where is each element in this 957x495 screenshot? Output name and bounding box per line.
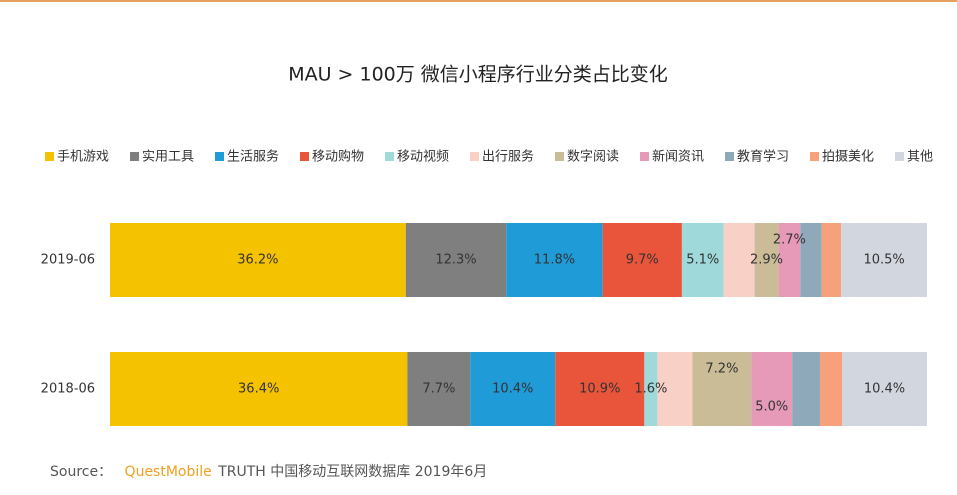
- top-border: [0, 0, 957, 2]
- source-brand: QuestMobile: [125, 464, 212, 480]
- legend-swatch: [810, 152, 819, 161]
- bar-segment: [405, 223, 507, 297]
- data-label: 10.4%: [864, 382, 905, 397]
- bar-segment: [110, 223, 406, 297]
- legend-label: 出行服务: [482, 149, 534, 165]
- legend-label: 数字阅读: [567, 150, 619, 165]
- bar-segment: [841, 223, 927, 297]
- bar-segment: [681, 223, 724, 297]
- y-tick-label: 2019-06: [41, 253, 95, 268]
- bar-segment: [657, 352, 693, 426]
- legend-label: 手机游戏: [57, 150, 109, 165]
- legend-swatch: [470, 152, 479, 161]
- legend-label: 拍摄美化: [822, 150, 874, 165]
- data-label: 5.1%: [686, 253, 719, 268]
- data-label: 10.4%: [492, 382, 533, 397]
- bar-segment: [754, 223, 779, 297]
- legend-swatch: [640, 152, 649, 161]
- data-label: 12.3%: [435, 253, 476, 268]
- data-label: 36.4%: [238, 382, 279, 397]
- data-label: 11.8%: [534, 253, 575, 268]
- legend-swatch: [895, 152, 904, 161]
- data-label: 10.9%: [579, 382, 620, 397]
- legend-swatch: [555, 152, 564, 161]
- legend-label: 实用工具: [142, 150, 194, 165]
- bar-segment: [821, 223, 842, 297]
- data-label: 36.2%: [237, 253, 278, 268]
- bar-segment: [723, 223, 755, 297]
- bar-segment: [778, 223, 801, 297]
- legend-swatch: [385, 152, 394, 161]
- chart-title: MAU > 100万 微信小程序行业分类占比变化: [288, 64, 668, 86]
- legend-swatch: [215, 152, 224, 161]
- bar-segment: [751, 352, 793, 426]
- data-label: 7.7%: [422, 382, 455, 397]
- legend-label: 生活服务: [227, 149, 279, 165]
- bar-segment: [800, 223, 822, 297]
- bar-segment: [555, 352, 645, 426]
- bar-segment: [842, 352, 927, 426]
- legend-label: 移动视频: [397, 150, 449, 165]
- legend-swatch: [130, 152, 139, 161]
- data-label: 10.5%: [863, 253, 904, 268]
- bar-segment: [110, 352, 408, 426]
- legend-label: 其他: [907, 150, 933, 165]
- bar-segment: [506, 223, 603, 297]
- bar-segment: [692, 352, 752, 426]
- y-tick-label: 2018-06: [41, 382, 95, 397]
- legend-label: 教育学习: [737, 149, 789, 165]
- data-label: 9.7%: [626, 253, 659, 268]
- bar-segment: [644, 352, 658, 426]
- data-label: 7.2%: [705, 362, 738, 377]
- bar-segment: [792, 352, 820, 426]
- legend-label: 新闻资讯: [652, 149, 704, 165]
- data-label: 5.0%: [755, 400, 788, 415]
- data-label: 1.6%: [634, 382, 667, 397]
- legend-swatch: [45, 152, 54, 161]
- legend-swatch: [300, 152, 309, 161]
- source-prefix: Source：: [50, 464, 112, 480]
- data-label: 2.9%: [750, 253, 783, 268]
- data-label: 2.7%: [773, 233, 806, 248]
- bar-segment: [470, 352, 556, 426]
- legend-swatch: [725, 152, 734, 161]
- bar-segment: [407, 352, 471, 426]
- source: Source： QuestMobile TRUTH 中国移动互联网数据库 201…: [50, 464, 487, 480]
- source-text: TRUTH 中国移动互联网数据库 2019年6月: [217, 464, 487, 480]
- bar-segment: [602, 223, 682, 297]
- legend-label: 移动购物: [312, 149, 364, 165]
- bar-segment: [819, 352, 843, 426]
